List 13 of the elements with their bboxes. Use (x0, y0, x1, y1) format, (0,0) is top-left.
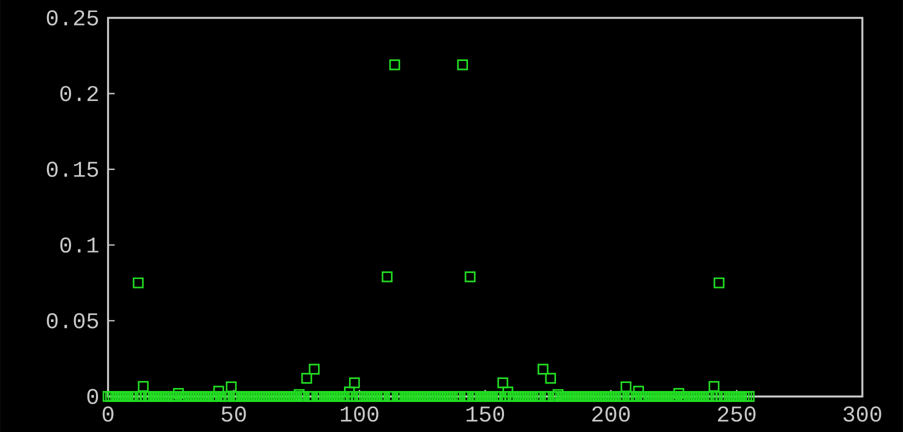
x-tick-label: 0 (102, 406, 114, 422)
x-tick-label: 100 (340, 406, 378, 422)
x-tick-label: 150 (466, 406, 504, 422)
x-tick-label: 50 (222, 406, 246, 422)
y-tick-label: 0 (87, 388, 98, 404)
y-tick-label: 0.15 (46, 162, 98, 177)
y-tick-label: 0.2 (60, 86, 98, 102)
y-tick-label: 0.25 (46, 10, 98, 26)
x-tick-label: 300 (844, 406, 882, 422)
y-tick-label: 0.05 (46, 313, 98, 328)
x-tick-label: 250 (718, 406, 756, 422)
x-tick-label: 200 (592, 406, 630, 422)
y-tick-label: 0.1 (60, 237, 98, 253)
